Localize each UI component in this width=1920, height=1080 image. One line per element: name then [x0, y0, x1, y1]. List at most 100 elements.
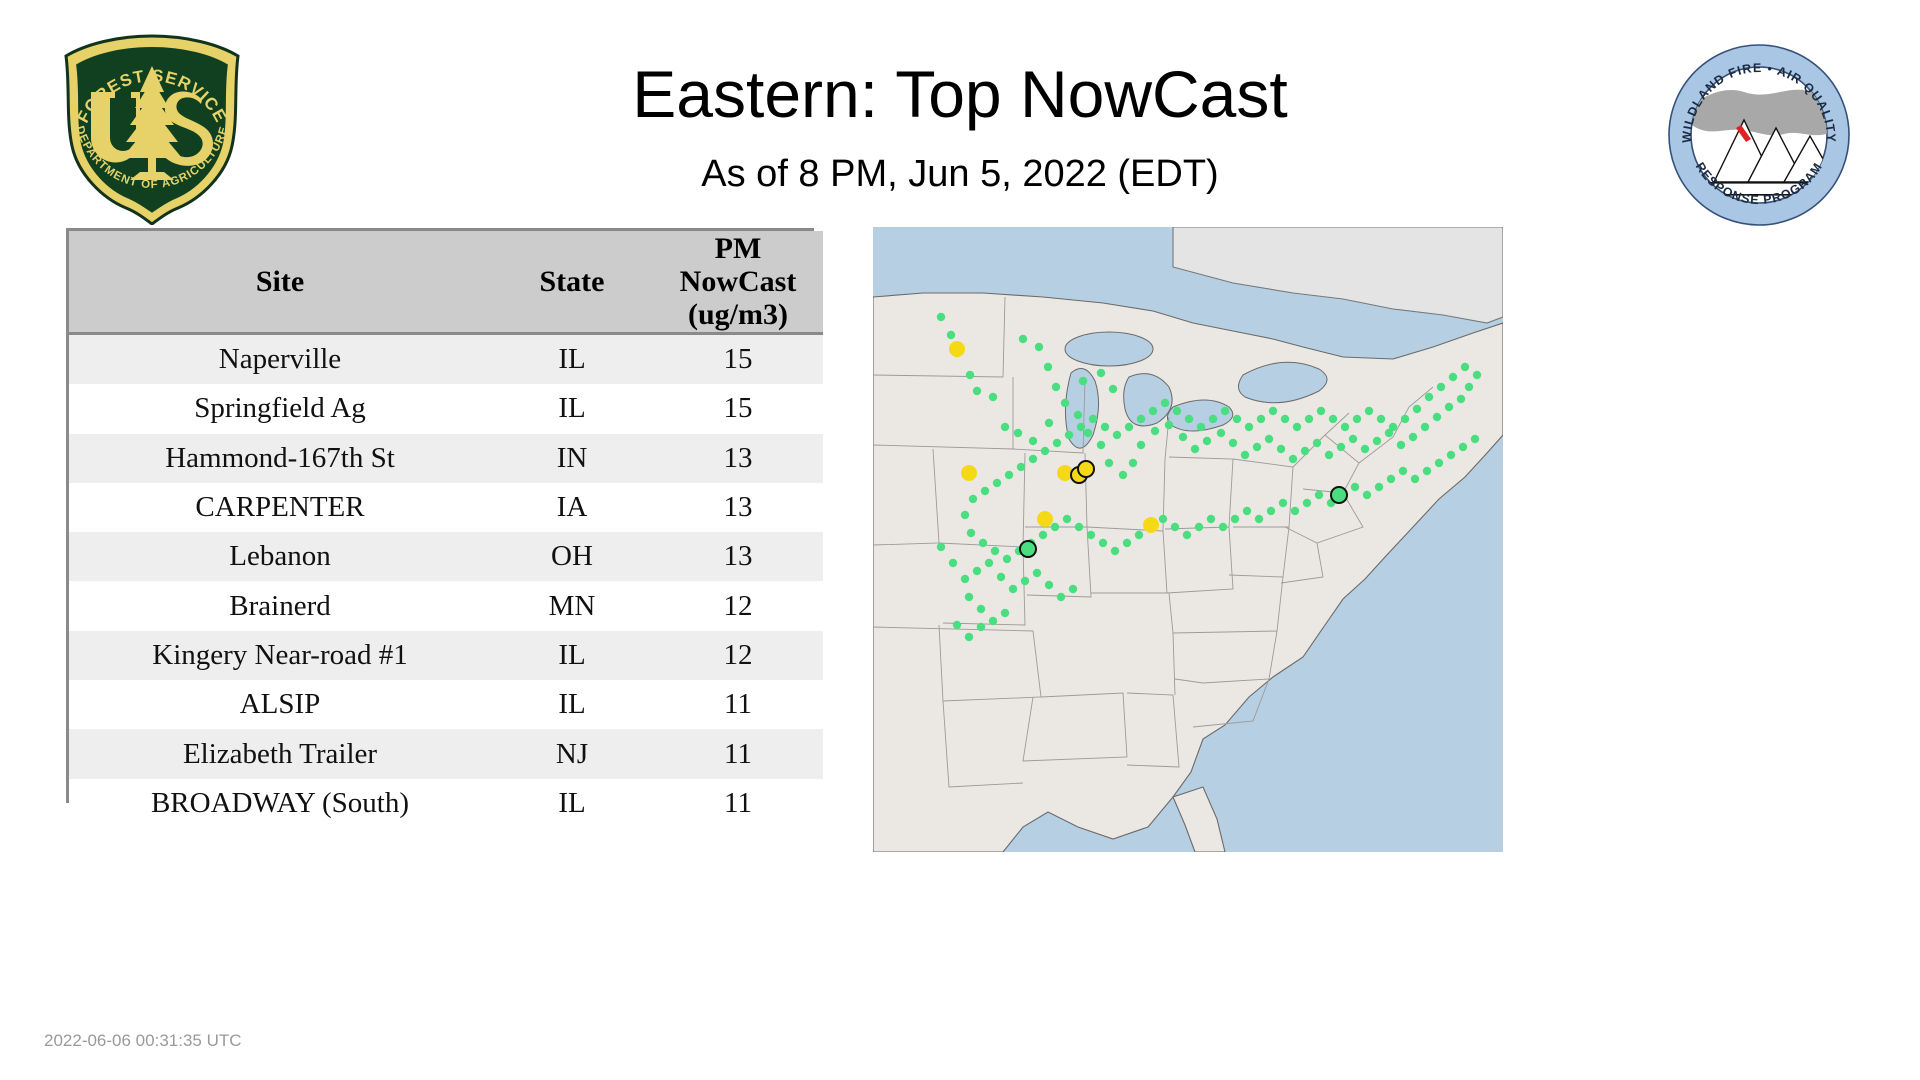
monitor-point-good[interactable]	[1170, 522, 1180, 532]
monitor-point-good[interactable]	[992, 478, 1002, 488]
monitor-point-good[interactable]	[1424, 392, 1434, 402]
monitor-point-good[interactable]	[960, 510, 970, 520]
monitor-point-good[interactable]	[964, 592, 974, 602]
monitor-point-good[interactable]	[1364, 406, 1374, 416]
monitor-point-good[interactable]	[1444, 402, 1454, 412]
monitor-point-good[interactable]	[976, 604, 986, 614]
monitor-point-good[interactable]	[1348, 434, 1358, 444]
monitor-point-good[interactable]	[1172, 406, 1182, 416]
monitor-point-good[interactable]	[1352, 414, 1362, 424]
monitor-point-good[interactable]	[1228, 438, 1238, 448]
monitor-point-good[interactable]	[1420, 422, 1430, 432]
monitor-point-good[interactable]	[1044, 580, 1054, 590]
monitor-point-moderate[interactable]	[1057, 465, 1073, 481]
monitor-point-good[interactable]	[1288, 454, 1298, 464]
monitor-point-good[interactable]	[1266, 506, 1276, 516]
monitor-point-good[interactable]	[1396, 440, 1406, 450]
monitor-point-good[interactable]	[1264, 434, 1274, 444]
monitor-point-good[interactable]	[1244, 422, 1254, 432]
monitor-point-good[interactable]	[1386, 474, 1396, 484]
monitor-point-good[interactable]	[1016, 462, 1026, 472]
monitor-point-good[interactable]	[1134, 530, 1144, 540]
monitor-point-good[interactable]	[1194, 522, 1204, 532]
monitor-point-good[interactable]	[1150, 426, 1160, 436]
monitor-point-good[interactable]	[978, 538, 988, 548]
monitor-point-good[interactable]	[1004, 470, 1014, 480]
monitor-point-good[interactable]	[1018, 334, 1028, 344]
monitor-point-good[interactable]	[1110, 546, 1120, 556]
monitor-point-good-permanent[interactable]	[1330, 486, 1348, 504]
monitor-point-good[interactable]	[1436, 382, 1446, 392]
monitor-point-good[interactable]	[1302, 498, 1312, 508]
monitor-point-good[interactable]	[1242, 506, 1252, 516]
monitor-point-moderate[interactable]	[1143, 517, 1159, 533]
monitor-point-moderate[interactable]	[961, 465, 977, 481]
monitor-point-moderate[interactable]	[1077, 460, 1095, 478]
monitor-point-good[interactable]	[1122, 538, 1132, 548]
monitor-point-good[interactable]	[1196, 422, 1206, 432]
monitor-point-good[interactable]	[965, 370, 975, 380]
monitor-point-good[interactable]	[1362, 490, 1372, 500]
monitor-point-good[interactable]	[976, 622, 986, 632]
monitor-point-good[interactable]	[1160, 398, 1170, 408]
monitor-point-good[interactable]	[1328, 414, 1338, 424]
monitor-point-good[interactable]	[1446, 450, 1456, 460]
monitor-point-good[interactable]	[1068, 584, 1078, 594]
monitor-point-good[interactable]	[1422, 466, 1432, 476]
monitor-point-good[interactable]	[1218, 522, 1228, 532]
monitor-point-good[interactable]	[1460, 362, 1470, 372]
monitor-point-good[interactable]	[1464, 382, 1474, 392]
monitor-point-good[interactable]	[990, 546, 1000, 556]
monitor-point-good[interactable]	[996, 572, 1006, 582]
monitor-point-good[interactable]	[1292, 422, 1302, 432]
monitor-point-good[interactable]	[1456, 394, 1466, 404]
monitor-point-good[interactable]	[1360, 444, 1370, 454]
monitor-point-good[interactable]	[1096, 368, 1106, 378]
monitor-point-good[interactable]	[1276, 444, 1286, 454]
monitor-point-good[interactable]	[1304, 414, 1314, 424]
monitor-point-good[interactable]	[1252, 442, 1262, 452]
monitor-point-good[interactable]	[1148, 406, 1158, 416]
monitor-point-good[interactable]	[1078, 376, 1088, 386]
monitor-point-good[interactable]	[1038, 530, 1048, 540]
monitor-point-good[interactable]	[1028, 436, 1038, 446]
monitor-point-good[interactable]	[1372, 436, 1382, 446]
monitor-point-good[interactable]	[1206, 514, 1216, 524]
monitor-point-good[interactable]	[1340, 422, 1350, 432]
monitor-point-good[interactable]	[1412, 404, 1422, 414]
monitor-point-good[interactable]	[1032, 568, 1042, 578]
monitor-point-good[interactable]	[948, 558, 958, 568]
monitor-point-good[interactable]	[1216, 428, 1226, 438]
monitor-point-good[interactable]	[1044, 418, 1054, 428]
monitor-point-good[interactable]	[1232, 414, 1242, 424]
monitor-point-good[interactable]	[1073, 410, 1083, 420]
monitor-point-good[interactable]	[1028, 454, 1038, 464]
monitor-point-good[interactable]	[984, 558, 994, 568]
monitor-point-good[interactable]	[1108, 384, 1118, 394]
monitor-point-good[interactable]	[1190, 444, 1200, 454]
monitor-point-good[interactable]	[1316, 406, 1326, 416]
monitor-point-good[interactable]	[1350, 482, 1360, 492]
monitor-point-good[interactable]	[1136, 440, 1146, 450]
monitor-point-good[interactable]	[1278, 498, 1288, 508]
monitor-point-good[interactable]	[1062, 514, 1072, 524]
monitor-point-good[interactable]	[1052, 438, 1062, 448]
monitor-point-good[interactable]	[1060, 398, 1070, 408]
monitor-point-good[interactable]	[1182, 530, 1192, 540]
monitor-point-good[interactable]	[1086, 530, 1096, 540]
monitor-point-good[interactable]	[1374, 482, 1384, 492]
monitor-point-good[interactable]	[1240, 450, 1250, 460]
monitor-point-good[interactable]	[1408, 432, 1418, 442]
monitor-point-good[interactable]	[1000, 422, 1010, 432]
monitor-point-good[interactable]	[1472, 370, 1482, 380]
monitor-point-good-permanent[interactable]	[1019, 540, 1037, 558]
monitor-point-good[interactable]	[1398, 466, 1408, 476]
monitor-point-good[interactable]	[1376, 414, 1386, 424]
monitor-point-good[interactable]	[1448, 372, 1458, 382]
monitor-point-good[interactable]	[1388, 422, 1398, 432]
monitor-point-good[interactable]	[980, 486, 990, 496]
monitor-point-good[interactable]	[1290, 506, 1300, 516]
monitor-point-good[interactable]	[1002, 554, 1012, 564]
monitor-point-good[interactable]	[1013, 428, 1023, 438]
monitor-point-good[interactable]	[1034, 342, 1044, 352]
